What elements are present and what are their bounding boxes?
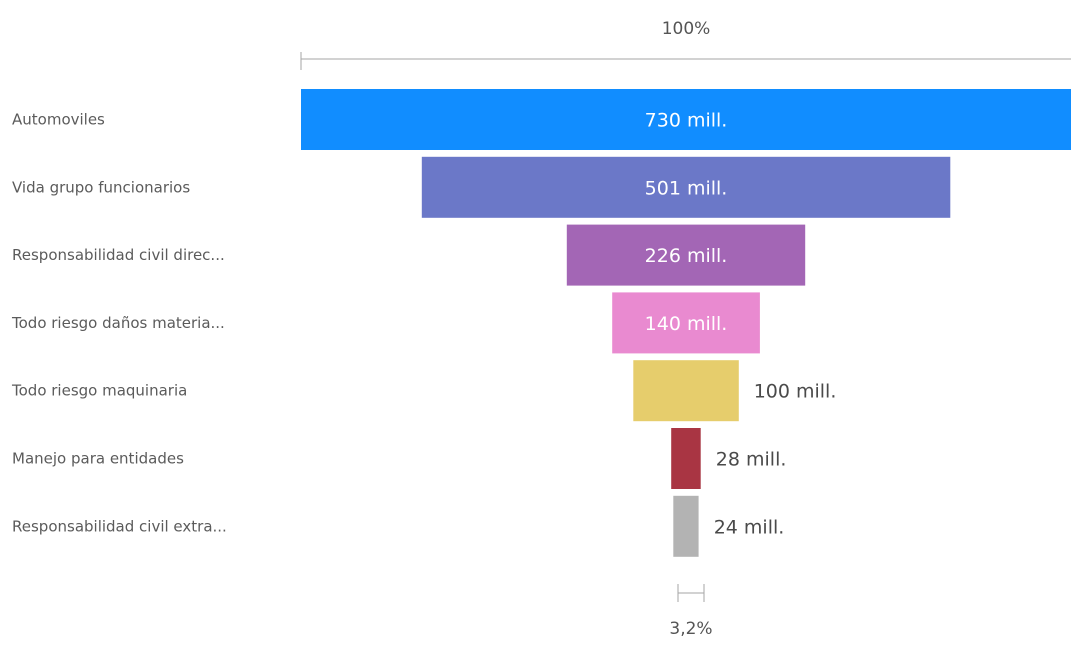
category-label: Todo riesgo daños materia... <box>11 314 225 332</box>
value-label: 501 mill. <box>645 177 728 199</box>
funnel-bar[interactable] <box>633 360 739 422</box>
category-label: Responsabilidad civil direc... <box>12 246 225 264</box>
value-label: 28 mill. <box>716 449 787 471</box>
top-percent-label: 100% <box>662 19 711 39</box>
category-label: Automoviles <box>12 111 105 129</box>
value-label: 100 mill. <box>754 381 837 403</box>
funnel-bar[interactable] <box>671 428 701 489</box>
value-label: 226 mill. <box>645 245 728 267</box>
category-label: Vida grupo funcionarios <box>12 178 190 196</box>
funnel-bar[interactable] <box>421 156 951 218</box>
value-label: 140 mill. <box>645 313 728 335</box>
top-percent-indicator: 100% <box>300 19 1071 70</box>
bottom-percent-indicator: 3,2% <box>669 584 713 639</box>
funnel-stages: Automoviles 730 mill. Vida grupo funcionar… <box>11 89 1071 557</box>
bottom-percent-label: 3,2% <box>669 619 712 639</box>
category-label: Manejo para entidades <box>12 450 184 468</box>
category-label: Responsabilidad civil extra... <box>12 517 227 535</box>
category-label: Todo riesgo maquinaria <box>11 382 187 400</box>
funnel-bar[interactable] <box>612 292 760 354</box>
value-label: 24 mill. <box>714 516 785 538</box>
value-label: 730 mill. <box>645 110 728 132</box>
funnel-bar[interactable] <box>673 495 699 557</box>
funnel-bar[interactable] <box>301 89 1071 150</box>
funnel-bar[interactable] <box>566 224 806 286</box>
